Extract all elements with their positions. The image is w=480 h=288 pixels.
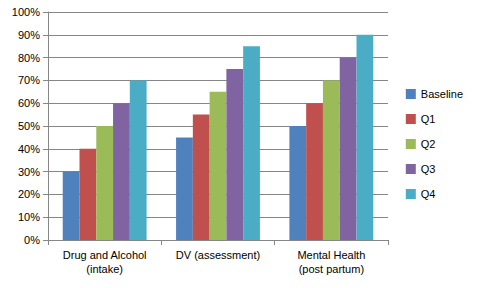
svg-text:Q4: Q4 <box>421 188 436 200</box>
svg-text:DV (assessment): DV (assessment) <box>176 249 260 261</box>
svg-text:Mental Health: Mental Health <box>297 249 365 261</box>
svg-text:90%: 90% <box>18 29 40 41</box>
svg-text:40%: 40% <box>18 143 40 155</box>
svg-text:70%: 70% <box>18 74 40 86</box>
svg-text:20%: 20% <box>18 188 40 200</box>
svg-text:Q2: Q2 <box>421 138 436 150</box>
svg-text:50%: 50% <box>18 120 40 132</box>
svg-text:Q1: Q1 <box>421 113 436 125</box>
svg-text:0%: 0% <box>24 234 40 246</box>
svg-text:Q3: Q3 <box>421 163 436 175</box>
svg-text:Drug and Alcohol: Drug and Alcohol <box>63 249 147 261</box>
svg-text:10%: 10% <box>18 211 40 223</box>
svg-text:Baseline: Baseline <box>421 88 463 100</box>
svg-text:80%: 80% <box>18 52 40 64</box>
svg-text:60%: 60% <box>18 97 40 109</box>
svg-text:(intake): (intake) <box>86 263 123 275</box>
svg-text:(post partum): (post partum) <box>299 263 364 275</box>
svg-text:100%: 100% <box>12 6 40 18</box>
svg-text:30%: 30% <box>18 166 40 178</box>
